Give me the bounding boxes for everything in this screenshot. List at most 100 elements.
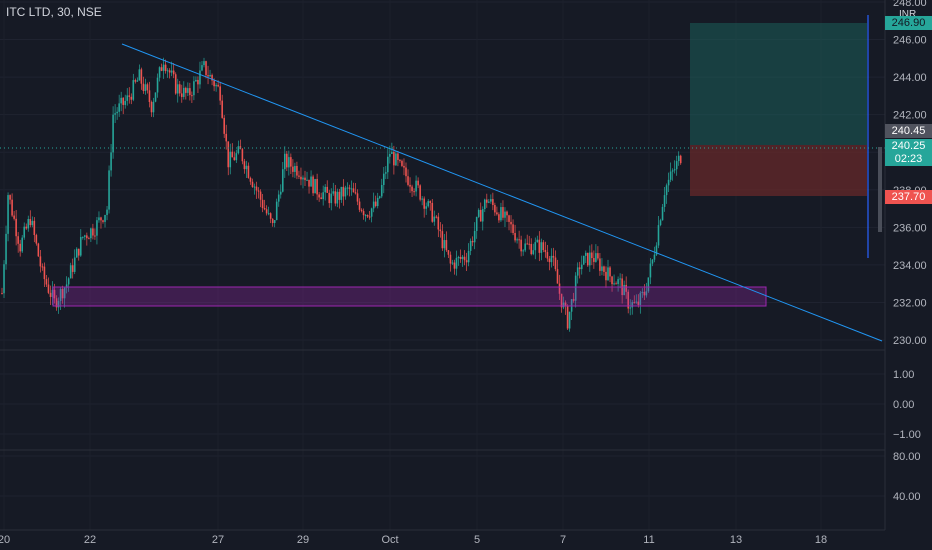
price-tick-label: 230.00 — [893, 335, 927, 347]
candle-body — [243, 161, 246, 170]
candle-body — [641, 291, 644, 293]
candle-body — [27, 218, 30, 229]
candle-body — [229, 151, 232, 168]
candle-body — [407, 176, 409, 185]
target-zone[interactable] — [690, 23, 867, 145]
candle-body — [17, 236, 19, 244]
time-tick-label: 11 — [643, 534, 654, 546]
candle-body — [528, 243, 531, 245]
candle-body — [518, 239, 520, 241]
candle-body — [423, 198, 425, 209]
indicator2-tick-label: 40.00 — [893, 491, 921, 503]
candle-body — [368, 216, 371, 218]
candle-body — [659, 220, 662, 226]
candle-body — [599, 258, 601, 271]
candle-body — [443, 240, 446, 249]
stop-price-badge: 237.70 — [885, 190, 932, 204]
candle-body — [65, 284, 68, 288]
indicator1-scale: 1.00 0.00 −1.00 — [893, 369, 921, 441]
candle-body — [275, 201, 278, 221]
support-zone[interactable] — [52, 286, 767, 307]
candle-body — [427, 201, 430, 207]
candle-body — [98, 217, 100, 221]
candle-body — [233, 157, 236, 161]
candle-body — [183, 87, 185, 97]
candle-body — [447, 250, 450, 255]
candle-body — [211, 74, 213, 81]
candle-body — [572, 299, 575, 301]
candle-body — [413, 191, 415, 193]
candle-body — [209, 74, 211, 77]
candle-body — [498, 214, 500, 221]
candle-body — [41, 266, 44, 268]
candle-body — [100, 217, 102, 221]
grid-lines — [0, 1, 885, 497]
candle-body — [104, 215, 106, 222]
candle-body — [421, 198, 423, 200]
candle-body — [235, 153, 238, 161]
candle-body — [29, 218, 32, 226]
candle-body — [587, 252, 589, 266]
candle-body — [481, 209, 484, 222]
candle-body — [298, 175, 300, 177]
candle-body — [316, 179, 318, 195]
candle-body — [564, 302, 567, 307]
symbol-title[interactable]: ITC LTD, 30, NSE — [6, 5, 102, 19]
candle-body — [350, 188, 353, 190]
candle-body — [152, 101, 155, 113]
candle-body — [257, 190, 260, 192]
candle-body — [479, 209, 482, 222]
candle-body — [265, 209, 268, 214]
candle-body — [84, 235, 86, 237]
candle-body — [459, 256, 462, 259]
candle-body — [19, 243, 21, 252]
time-tick-label: 20 — [0, 534, 10, 546]
candle-body — [158, 67, 161, 78]
candle-body — [582, 255, 585, 265]
candle-body — [520, 239, 522, 252]
candle-body — [124, 100, 127, 105]
candle-body — [522, 250, 524, 252]
candle-body — [387, 156, 389, 173]
candle-body — [645, 291, 648, 296]
candle-body — [374, 201, 377, 207]
candle-body — [154, 92, 157, 102]
candle-body — [45, 279, 48, 285]
candle-body — [5, 233, 7, 265]
candle-body — [116, 111, 118, 114]
trendline[interactable] — [121, 43, 883, 342]
candle-body — [324, 186, 326, 193]
candle-body — [207, 75, 209, 77]
stop-zone[interactable] — [690, 145, 867, 196]
candle-body — [560, 293, 563, 308]
candle-body — [611, 276, 613, 285]
candle-body — [613, 283, 615, 285]
candle-body — [580, 264, 583, 270]
candle-body — [532, 250, 535, 255]
candle-body — [144, 84, 147, 92]
candle-body — [237, 146, 240, 154]
candle-body — [286, 153, 288, 168]
time-axis[interactable]: 20 22 27 29 Oct 5 7 11 13 18 — [0, 534, 827, 546]
candle-body — [219, 86, 221, 101]
candle-body — [134, 80, 137, 82]
candle-body — [673, 169, 676, 171]
candle-body — [88, 238, 90, 240]
candle-body — [617, 279, 619, 285]
candle-body — [635, 301, 638, 303]
candle-body — [576, 267, 579, 276]
candle-body — [203, 61, 205, 66]
candle-body — [128, 95, 131, 97]
candle-body — [39, 256, 42, 267]
candle-body — [473, 231, 476, 243]
candle-body — [597, 253, 599, 259]
candle-body — [112, 114, 114, 153]
scale-scrollbar[interactable] — [878, 147, 882, 232]
candle-body — [649, 263, 652, 278]
candle-body — [449, 254, 452, 264]
candle-body — [43, 266, 46, 280]
candle-body — [253, 186, 256, 188]
candle-body — [288, 157, 290, 168]
candle-body — [370, 208, 373, 217]
